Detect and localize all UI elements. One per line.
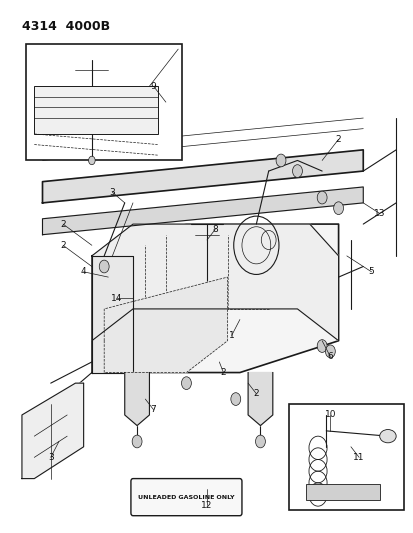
Text: 2: 2 [253, 389, 259, 398]
Bar [305, 484, 379, 500]
Text: 2: 2 [335, 135, 341, 144]
Text: 13: 13 [373, 209, 385, 218]
Circle shape [255, 435, 265, 448]
Polygon shape [92, 256, 133, 373]
Text: 6: 6 [327, 352, 332, 361]
Circle shape [181, 377, 191, 390]
Text: 9: 9 [150, 82, 156, 91]
Bar [289, 405, 404, 511]
Text: 7: 7 [150, 405, 156, 414]
Polygon shape [247, 373, 272, 425]
Polygon shape [92, 224, 338, 373]
Text: 8: 8 [212, 225, 218, 234]
Ellipse shape [379, 430, 395, 443]
Bar [34, 86, 157, 134]
Text: 14: 14 [111, 294, 122, 303]
Circle shape [230, 393, 240, 406]
Polygon shape [124, 373, 149, 425]
Circle shape [316, 191, 326, 204]
Polygon shape [104, 277, 227, 373]
Circle shape [88, 156, 95, 165]
Circle shape [99, 260, 109, 273]
Polygon shape [43, 150, 362, 203]
Polygon shape [43, 187, 362, 235]
Text: 12: 12 [201, 500, 212, 510]
Text: 2: 2 [60, 220, 66, 229]
Circle shape [275, 154, 285, 167]
Polygon shape [22, 383, 83, 479]
Text: 3: 3 [48, 453, 53, 462]
Text: 5: 5 [368, 268, 373, 276]
Text: 10: 10 [324, 410, 335, 419]
Circle shape [316, 340, 326, 352]
Polygon shape [92, 224, 338, 341]
FancyBboxPatch shape [131, 479, 241, 516]
Circle shape [292, 165, 301, 177]
Text: 4314  4000B: 4314 4000B [22, 20, 110, 33]
Circle shape [325, 345, 335, 358]
Text: UNLEADED GASOLINE ONLY: UNLEADED GASOLINE ONLY [138, 495, 234, 499]
Circle shape [132, 435, 142, 448]
Text: 1: 1 [228, 331, 234, 340]
Text: 2: 2 [60, 241, 66, 250]
Bar [26, 44, 182, 160]
Text: 3: 3 [109, 188, 115, 197]
Circle shape [333, 202, 343, 215]
Text: 11: 11 [353, 453, 364, 462]
Text: 2: 2 [220, 368, 226, 377]
Text: 4: 4 [81, 268, 86, 276]
